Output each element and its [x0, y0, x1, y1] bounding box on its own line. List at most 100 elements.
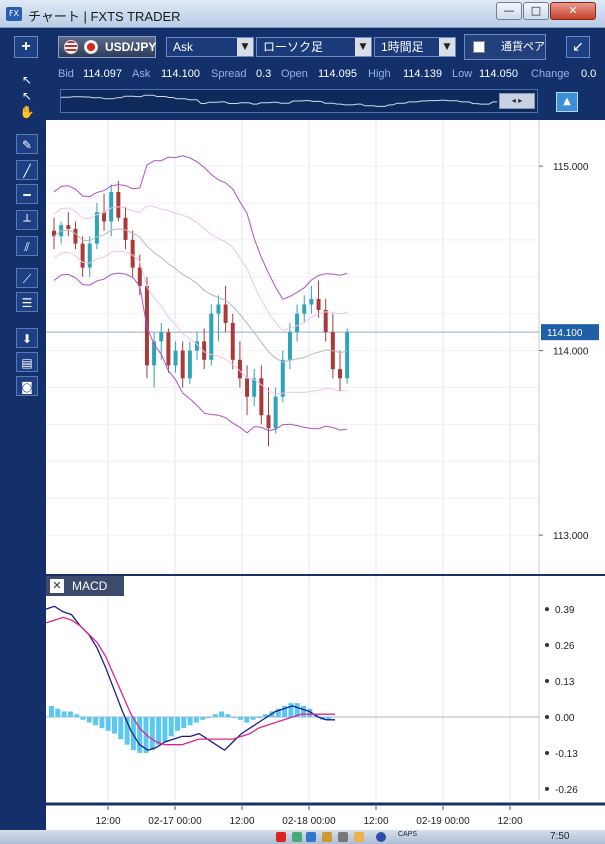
candle	[295, 313, 300, 333]
macd-histogram-bar	[231, 716, 237, 718]
candle	[94, 212, 99, 244]
pointer-icon[interactable]: ↖	[21, 73, 33, 87]
pin-icon[interactable]: ✎	[16, 134, 38, 154]
time-tick-label: 12:00	[229, 816, 254, 827]
alert-icon[interactable]	[276, 832, 286, 842]
fan-icon[interactable]: ⟋	[16, 268, 38, 288]
chevron-down-icon[interactable]: ▼	[355, 38, 371, 56]
open-label: Open	[281, 68, 308, 80]
chart-navigator[interactable]: ◂ ▸	[60, 89, 538, 113]
candle	[195, 341, 199, 351]
chart-type-select[interactable]: ローソク足 ▼	[256, 37, 372, 57]
macd-line	[46, 605, 335, 752]
navigator-sparkline	[61, 94, 497, 107]
macd-tick-label: 0.13	[555, 677, 575, 688]
horizontal-level-icon[interactable]: ┴	[16, 210, 38, 230]
drawing-tools: ↖ ↖ ✋ ✎ ╱ ━ ┴ ⫽ ⟋ ☰ ⬇ ▤ ◙	[14, 66, 40, 406]
low-value: 114.050	[479, 68, 518, 80]
macd-histogram-bar	[137, 716, 143, 753]
macd-histogram-bar	[294, 703, 300, 717]
high-value: 114.139	[403, 68, 442, 80]
candle	[173, 350, 178, 366]
low-label: Low	[452, 68, 473, 80]
camera-icon[interactable]: ◙	[16, 376, 38, 396]
change-label: Change	[531, 68, 570, 80]
trendline-icon[interactable]: ╱	[16, 160, 38, 180]
close-button[interactable]: ✕	[550, 2, 596, 20]
chart-canvas[interactable]: 115.000 114.000 113.000 114.100 0.39 0.26 0.13…	[46, 120, 605, 830]
add-chart-button[interactable]: +	[14, 36, 38, 58]
chart-area[interactable]: 115.000 114.000 113.000 114.100 0.39 0.26 0.13…	[46, 120, 605, 830]
maximize-button[interactable]: □	[523, 2, 549, 20]
horizontal-line-icon[interactable]: ━	[16, 184, 38, 204]
chevron-down-icon[interactable]: ▼	[439, 38, 455, 56]
chevron-down-icon[interactable]: ▼	[237, 38, 253, 56]
security-icon[interactable]	[306, 832, 316, 842]
period-select[interactable]: 1時間足 ▼	[374, 37, 456, 57]
app-logo-icon: FX	[6, 7, 22, 21]
hand-icon[interactable]: ✋	[19, 105, 35, 119]
macd-histogram-bar	[86, 716, 92, 723]
candle	[338, 369, 342, 379]
macd-histogram-bar	[93, 716, 99, 726]
volume-icon[interactable]	[338, 832, 348, 842]
time-tick-label: 12:00	[497, 816, 522, 827]
macd-tick-mark	[545, 643, 549, 648]
currency-strength-checkbox[interactable]	[473, 41, 485, 53]
price-tick-label: 114.000	[553, 347, 589, 358]
download-icon[interactable]: ⬇	[16, 328, 38, 348]
macd-tab: ✕ MACD	[46, 576, 124, 596]
collapse-icon[interactable]: ↙	[566, 36, 590, 58]
macd-tick-label: 0.39	[555, 605, 575, 616]
price-tick-label: 115.000	[553, 162, 589, 173]
macd-histogram-bar	[61, 711, 67, 717]
macd-histogram-bar	[187, 716, 193, 726]
update-icon[interactable]	[322, 832, 332, 842]
macd-histogram-bar	[193, 716, 199, 723]
network-icon[interactable]	[292, 832, 302, 842]
lock-scale-icon[interactable]: ▲	[556, 92, 578, 112]
symbol-label: USD/JPY	[105, 40, 157, 54]
macd-histogram-bar	[275, 708, 281, 717]
macd-histogram-bar	[156, 716, 162, 745]
candle	[345, 332, 350, 379]
candle	[302, 304, 307, 314]
channel-icon[interactable]: ⫽	[16, 236, 38, 256]
time-tick-label: 12:00	[363, 816, 388, 827]
change-value: 0.0	[581, 68, 597, 80]
navigator-scroll-icon[interactable]: ◂ ▸	[499, 93, 535, 109]
open-value: 114.095	[318, 68, 357, 80]
macd-tick-mark	[545, 607, 549, 612]
candle	[159, 332, 164, 342]
macd-histogram-bar	[105, 716, 111, 731]
candle	[166, 332, 171, 366]
close-icon[interactable]: ✕	[50, 579, 64, 593]
quote-bar: Bid 114.097 Ask 114.100 Spread 0.3 Open …	[46, 65, 605, 85]
candle	[123, 217, 128, 240]
candle	[52, 230, 56, 237]
macd-tick-label: -0.26	[555, 785, 578, 796]
macd-histogram-bar	[124, 716, 130, 745]
folder-icon[interactable]	[354, 832, 364, 842]
crosshair-pointer-icon[interactable]: ↖	[21, 89, 33, 103]
candle	[202, 341, 207, 360]
symbol-selector[interactable]: USD/JPY	[58, 36, 156, 58]
price-type-select[interactable]: Ask ▼	[166, 37, 254, 57]
fibonacci-icon[interactable]: ☰	[16, 292, 38, 312]
candle	[187, 350, 192, 379]
macd-tick-label: 0.00	[555, 713, 575, 724]
macd-histogram-bar	[250, 716, 256, 720]
macd-histogram-bar	[244, 716, 250, 723]
currency-strength-toggle[interactable]: 通貨ペア	[464, 34, 546, 60]
window-title: チャート | FXTS TRADER	[28, 9, 181, 24]
spread-value: 0.3	[256, 68, 272, 80]
macd-histogram-bar	[263, 714, 269, 717]
minimize-button[interactable]: —	[496, 2, 522, 20]
help-icon[interactable]	[376, 832, 386, 842]
list-icon[interactable]: ▤	[16, 352, 38, 372]
candle	[323, 310, 328, 333]
clock: 7:50	[550, 831, 570, 842]
macd-histogram-bar	[175, 716, 180, 731]
candle	[245, 378, 250, 397]
macd-tick-mark	[545, 714, 549, 719]
